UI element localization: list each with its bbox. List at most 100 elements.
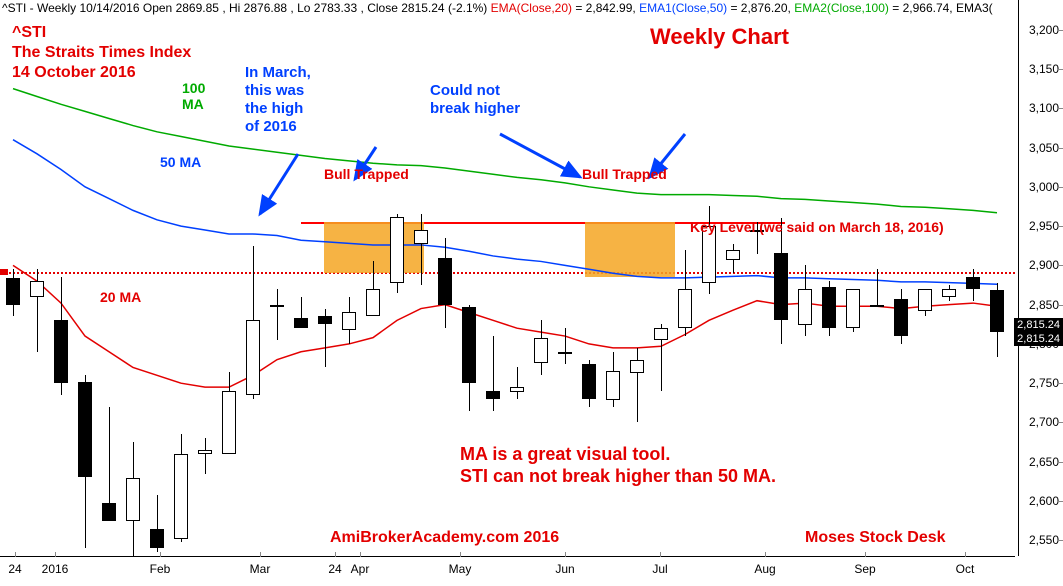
candle-body[interactable] [510,387,524,392]
candle-body[interactable] [942,289,956,297]
chart-header: ^STI - Weekly 10/14/2016 Open 2869.85 , … [2,1,993,15]
candle-body[interactable] [990,290,1004,332]
candle-body[interactable] [198,450,212,454]
candle-wick [421,214,422,285]
candle-body[interactable] [126,478,140,520]
hdr-symbol: ^STI [2,1,26,15]
candle-body[interactable] [78,382,92,478]
ann-march-3: the high [245,100,303,117]
y-tick-label: 2,600 [1029,494,1059,508]
candle-body[interactable] [870,305,884,307]
y-tick-label: 3,150 [1029,62,1059,76]
x-gridline [965,552,966,557]
y-tick-label: 2,550 [1029,533,1059,547]
ann-sti-date: 14 October 2016 [12,64,136,82]
candle-wick [277,289,278,340]
candle-body[interactable] [414,230,428,244]
candle-body[interactable] [150,529,164,549]
candle-body[interactable] [30,281,44,297]
candle-body[interactable] [630,360,644,373]
ann-bull-1: Bull Trapped [324,166,409,182]
candle-body[interactable] [294,318,308,328]
y-gridline [1057,422,1063,423]
plot-area[interactable]: ^STI The Straits Times Index 14 October … [0,14,1015,556]
ann-50ma: 50 MA [160,154,201,170]
y-gridline [1057,108,1063,109]
candle-body[interactable] [894,299,908,336]
candle-wick [877,269,878,306]
candle-body[interactable] [342,312,356,329]
ann-march-2: this was [245,82,304,99]
y-tick-label: 3,000 [1029,180,1059,194]
ann-20ma: 20 MA [100,289,141,305]
key-level-marker [0,269,8,275]
candle-body[interactable] [270,305,284,307]
y-tick-label: 2,850 [1029,298,1059,312]
candle-body[interactable] [558,352,572,354]
ann-ma-note-2: STI can not break higher than 50 MA. [460,466,776,487]
y-tick-label: 3,100 [1029,101,1059,115]
candle-body[interactable] [918,289,932,311]
x-tick-label: Oct [956,562,975,576]
candle-body[interactable] [390,217,404,282]
ann-weekly-chart: Weekly Chart [650,24,789,50]
candle-body[interactable] [654,328,668,340]
candle-body[interactable] [102,503,116,520]
hdr-ema3-lbl: EMA3( [956,1,993,15]
candle-body[interactable] [846,289,860,328]
ann-100ma-100: 100 [182,80,205,96]
hdr-ema100-val: = 2,966.74, [892,1,952,15]
candle-body[interactable] [318,316,332,325]
candle-body[interactable] [534,338,548,362]
price-tag-1: 2,815.24 [1014,318,1063,332]
candle-body[interactable] [438,258,452,305]
candle-body[interactable] [822,287,836,329]
ann-couldnot-2: break higher [430,100,520,117]
candle-body[interactable] [462,307,476,383]
x-tick-label: 24 [328,562,341,576]
candle-body[interactable] [966,277,980,289]
x-gridline [565,552,566,557]
candle-body[interactable] [678,289,692,328]
hdr-date: 10/14/2016 [79,1,139,15]
candle-body[interactable] [246,320,260,395]
candle-body[interactable] [6,278,20,305]
candle-body[interactable] [582,364,596,399]
y-gridline [1057,69,1063,70]
candle-body[interactable] [606,371,620,399]
candle-body[interactable] [222,391,236,454]
y-gridline [1057,305,1063,306]
y-gridline [1057,226,1063,227]
x-tick-label: Jun [555,562,574,576]
y-gridline [1057,148,1063,149]
x-tick-label: 24 [8,562,21,576]
ann-couldnot-1: Could not [430,82,500,99]
x-axis: 242016FebMar24AprMayJunJulAugSepOct [0,556,1015,586]
candle-body[interactable] [798,289,812,325]
ann-sti-symbol: ^STI [12,24,46,42]
candle-wick [517,367,518,398]
hdr-lo: 2783.33 [314,1,357,15]
x-gridline [15,552,16,557]
candle-body[interactable] [486,391,500,399]
ann-moses: Moses Stock Desk [805,529,946,547]
x-tick-label: Mar [250,562,271,576]
candle-body[interactable] [366,289,380,316]
y-tick-label: 2,750 [1029,376,1059,390]
candle-body[interactable] [174,454,188,540]
y-tick-label: 3,200 [1029,23,1059,37]
y-gridline [1057,462,1063,463]
hdr-chg: (-2.1%) [448,1,487,15]
candle-wick [493,336,494,411]
hdr-hi: 2876.88 [244,1,287,15]
chart-root: ^STI - Weekly 10/14/2016 Open 2869.85 , … [0,0,1063,586]
y-gridline [1057,540,1063,541]
candle-wick [109,407,110,517]
candle-body[interactable] [726,250,740,260]
ann-100ma-ma: MA [182,96,204,112]
candle-body[interactable] [774,253,788,321]
ann-credit: AmiBrokerAcademy.com 2016 [330,529,559,547]
hdr-ema20-lbl: EMA(Close,20) [491,1,572,15]
candle-body[interactable] [54,320,68,383]
hdr-close: 2815.24 [401,1,444,15]
